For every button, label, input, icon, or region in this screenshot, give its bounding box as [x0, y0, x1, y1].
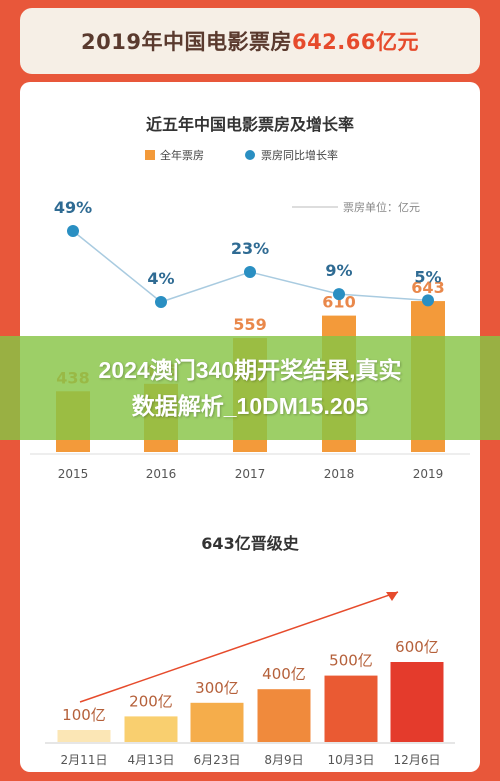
milestone-bar-2: [124, 716, 178, 742]
milestone-date-6: 12月6日: [394, 753, 441, 767]
growth-label-2017: 23%: [231, 239, 269, 258]
milestone-label-2: 200亿: [129, 692, 173, 710]
milestone-date-5: 10月3日: [328, 753, 375, 767]
unit-note: 票房单位：亿元: [343, 200, 420, 214]
bar-label-2018: 610: [322, 293, 355, 312]
growth-label-2018: 9%: [325, 261, 352, 280]
milestone-label-3: 300亿: [195, 679, 239, 697]
x-tick-2016: 2016: [146, 467, 177, 481]
trend-arrow-head: [386, 592, 398, 601]
milestone-bar-6: [390, 662, 444, 742]
milestone-label-6: 600亿: [395, 638, 439, 656]
milestone-label-5: 500亿: [329, 652, 373, 670]
milestone-date-2: 4月13日: [128, 753, 175, 767]
x-tick-2018: 2018: [324, 467, 355, 481]
growth-point-2017: [244, 266, 256, 279]
milestone-bar-5: [324, 675, 378, 742]
banner-title: 2019年中国电影票房642.66亿元: [81, 26, 419, 56]
header-banner: 2019年中国电影票房642.66亿元: [20, 8, 480, 74]
legend-label-growth: 票房同比增长率: [261, 148, 338, 162]
milestone-chart: 643亿晋级史 100亿 200亿 300亿 400亿 500亿 600亿 2月11日 4月13…: [45, 534, 455, 767]
milestone-bar-3: [190, 702, 244, 742]
x-tick-2017: 2017: [235, 467, 266, 481]
milestone-bar-1: [57, 730, 111, 742]
x-tick-2015: 2015: [58, 467, 89, 481]
legend-marker-growth: [245, 150, 255, 160]
chart-title: 近五年中国电影票房及增长率: [146, 115, 354, 134]
growth-point-2018: [333, 288, 345, 301]
milestone-label-4: 400亿: [262, 665, 306, 683]
overlay-line-2: 数据解析_10DM15.205: [131, 393, 369, 419]
bar-label-2019: 643: [411, 278, 444, 297]
bar-label-2017: 559: [233, 315, 266, 334]
milestone-bar-4: [257, 689, 311, 742]
banner-total: 642.66亿元: [291, 30, 419, 54]
milestone-label-1: 100亿: [62, 706, 106, 724]
growth-label-2016: 4%: [147, 269, 174, 288]
legend-swatch-box-office: [145, 150, 155, 160]
legend-label-box-office: 全年票房: [160, 148, 204, 162]
milestone-date-1: 2月11日: [61, 753, 108, 767]
overlay-line-1: 2024澳门340期开奖结果,真实: [98, 357, 402, 383]
x-tick-2019: 2019: [413, 467, 444, 481]
milestone-title: 643亿晋级史: [201, 534, 299, 553]
growth-label-2015: 49%: [54, 198, 92, 217]
milestone-date-3: 6月23日: [194, 753, 241, 767]
trend-arrow-line: [79, 591, 399, 703]
growth-point-2019: [422, 294, 434, 307]
growth-label-2019: 5%: [414, 267, 441, 286]
milestone-date-4: 8月9日: [264, 753, 303, 767]
banner-year-text: 2019年中国电影票房: [81, 30, 292, 54]
growth-point-2015: [67, 225, 79, 237]
overlay-banner: 2024澳门340期开奖结果,真实 数据解析_10DM15.205: [0, 336, 500, 440]
growth-point-2016: [155, 296, 167, 308]
